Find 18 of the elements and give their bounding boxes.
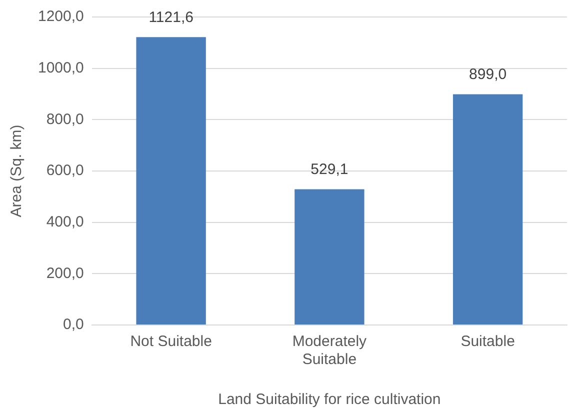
y-axis-title: Area (Sq. km)	[8, 124, 26, 218]
y-tick-label: 1000,0	[38, 59, 84, 76]
y-tick-label: 1200,0	[38, 8, 84, 26]
x-axis-title: Land Suitability for rice cultivation	[218, 391, 441, 408]
bar	[136, 37, 206, 324]
y-tick-label: 800,0	[46, 110, 84, 128]
y-tick-label: 0,0	[63, 316, 84, 334]
y-tick-label: 600,0	[46, 162, 84, 180]
data-label: 529,1	[310, 160, 348, 178]
y-tick-label: 400,0	[46, 213, 84, 230]
x-tick-label: Not Suitable	[130, 333, 212, 350]
x-tick-label: Suitable	[460, 333, 515, 350]
data-label: 899,0	[469, 66, 507, 83]
y-tick-label: 200,0	[46, 264, 84, 282]
bar	[452, 94, 523, 324]
x-tick-label: Moderately Suitable	[292, 333, 368, 368]
data-label: 1121,6	[148, 8, 194, 26]
bar	[294, 189, 364, 324]
